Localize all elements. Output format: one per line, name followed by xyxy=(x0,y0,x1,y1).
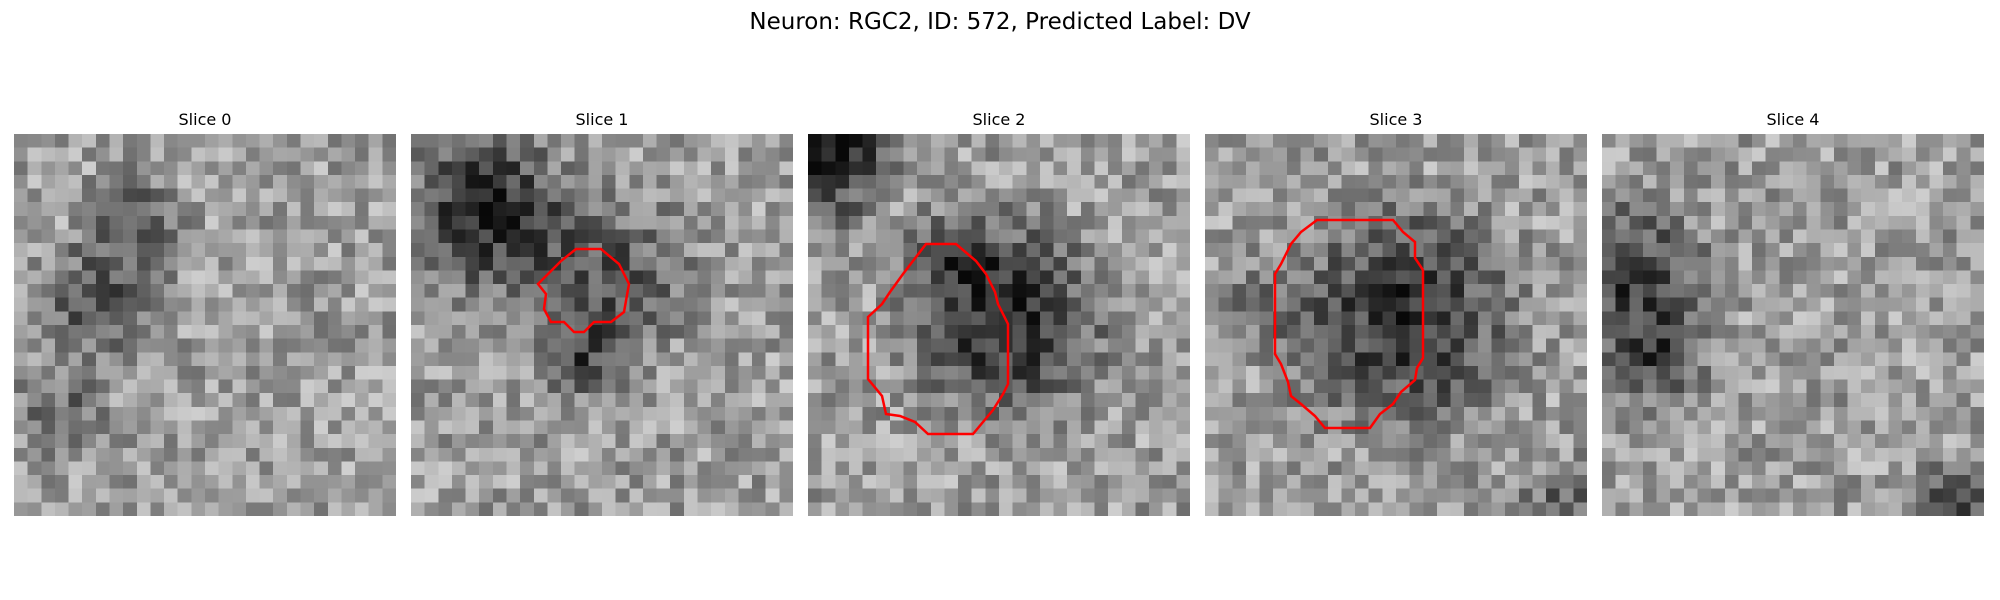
slice-panel-3: Slice 3 xyxy=(1205,110,1587,516)
slice-image xyxy=(1602,134,1984,516)
slice-image xyxy=(1205,134,1587,516)
slice-panel-0: Slice 0 xyxy=(14,110,396,516)
slice-panel-4: Slice 4 xyxy=(1602,110,1984,516)
slice-image xyxy=(808,134,1190,516)
slice-title: Slice 4 xyxy=(1766,110,1820,129)
slice-image xyxy=(14,134,396,516)
slice-title: Slice 3 xyxy=(1369,110,1423,129)
slice-title: Slice 0 xyxy=(178,110,232,129)
figure-title: Neuron: RGC2, ID: 572, Predicted Label: … xyxy=(749,9,1251,35)
slice-image xyxy=(411,134,793,516)
slice-panel-2: Slice 2 xyxy=(808,110,1190,516)
slice-title: Slice 2 xyxy=(972,110,1026,129)
slice-panel-1: Slice 1 xyxy=(411,110,793,516)
slice-title: Slice 1 xyxy=(575,110,629,129)
